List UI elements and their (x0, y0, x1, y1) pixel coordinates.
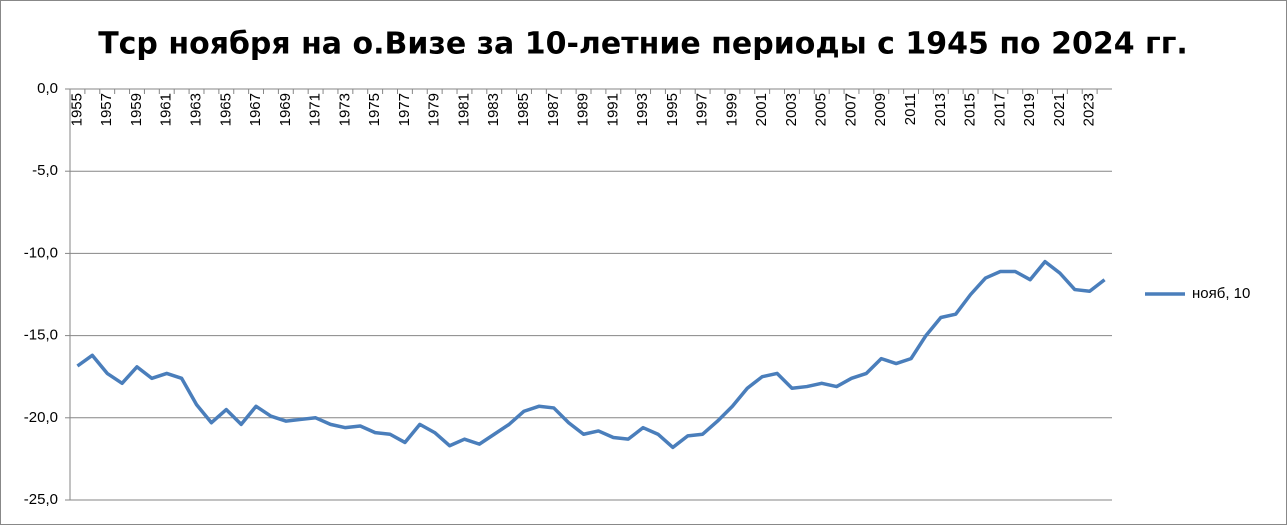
x-tick-label: 1959 (128, 93, 145, 126)
x-tick-label: 1979 (426, 93, 443, 126)
x-tick-label: 2009 (872, 93, 889, 126)
data-line (76, 259, 1106, 450)
x-tick-label: 1989 (575, 93, 592, 126)
x-tick-label: 1973 (336, 93, 353, 126)
x-tick-label: 1955 (68, 93, 85, 126)
x-tick-label: 1993 (634, 93, 651, 126)
x-tick-label: 2007 (842, 93, 859, 126)
x-tick-label: 2005 (813, 93, 830, 126)
x-tick-label: 1967 (247, 93, 264, 126)
x-tick-label: 1997 (694, 93, 711, 126)
x-tick-label: 1961 (158, 93, 175, 126)
x-tick-label: 2017 (991, 93, 1008, 126)
x-tick-label: 2015 (962, 93, 979, 126)
y-tick-label: 0,0 (37, 80, 58, 97)
x-tick-label: 2019 (1021, 93, 1038, 126)
x-tick-label: 1985 (515, 93, 532, 126)
y-tick-label: -10,0 (24, 244, 58, 261)
y-tick-label: -15,0 (24, 327, 58, 344)
y-tick-label: -20,0 (24, 409, 58, 426)
x-tick-label: 1995 (664, 93, 681, 126)
x-tick-label: 2003 (783, 93, 800, 126)
x-tick-label: 2001 (753, 93, 770, 126)
x-tick-label: 1969 (277, 93, 294, 126)
legend-label: нояб, 10 (1192, 285, 1250, 302)
x-tick-label: 2011 (902, 93, 919, 125)
x-tick-label: 2021 (1051, 93, 1068, 126)
x-tick-label: 1963 (187, 93, 204, 126)
x-tick-label: 1983 (485, 93, 502, 126)
x-tick-label: 1957 (98, 93, 115, 126)
x-tick-label: 1981 (455, 93, 472, 126)
x-tick-label: 2013 (932, 93, 949, 126)
x-tick-label: 2023 (1081, 93, 1098, 126)
x-tick-label: 1971 (307, 93, 324, 126)
chart-title: Тср ноября на о.Визе за 10-летние период… (98, 27, 1188, 62)
x-tick-label: 1975 (366, 93, 383, 126)
y-tick-label: -25,0 (24, 491, 58, 508)
x-tick-label: 1987 (545, 93, 562, 126)
x-tick-label: 1991 (604, 93, 621, 126)
x-tick-label: 1999 (723, 93, 740, 126)
x-tick-label: 1965 (217, 93, 234, 126)
y-tick-label: -5,0 (32, 162, 58, 179)
x-tick-label: 1977 (396, 93, 413, 126)
